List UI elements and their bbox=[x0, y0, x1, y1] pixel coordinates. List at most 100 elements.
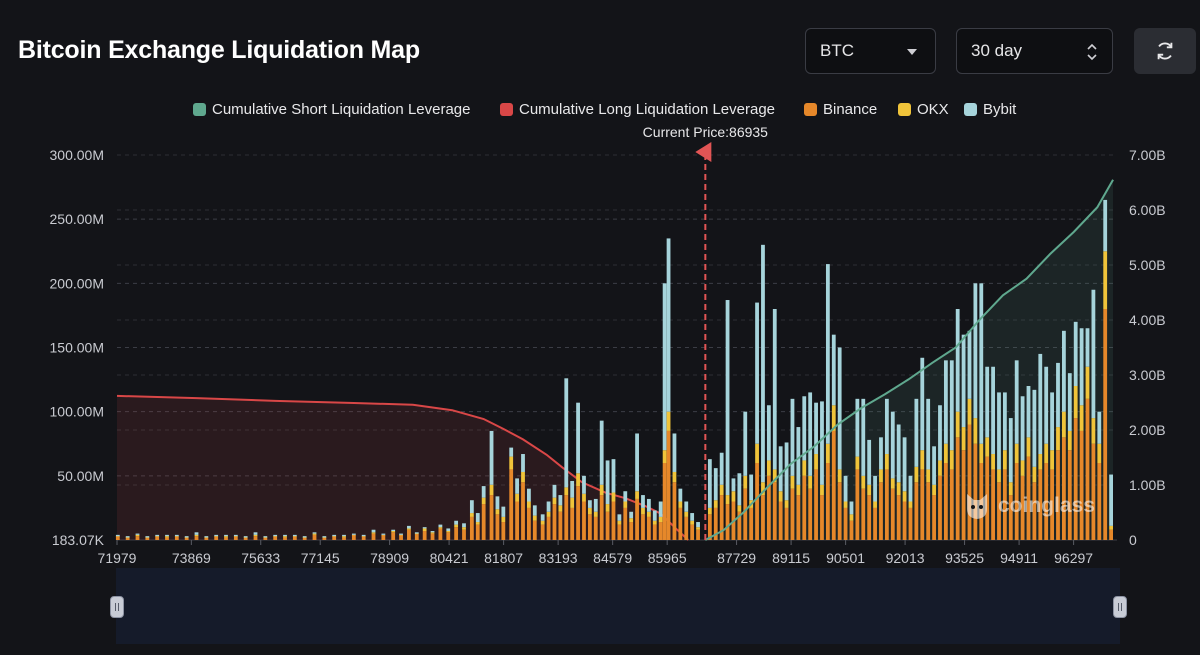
zoom-handle-right[interactable] bbox=[1113, 596, 1127, 618]
bar-okx bbox=[273, 536, 278, 537]
bar-okx bbox=[145, 537, 150, 538]
bar-bybit bbox=[831, 334, 836, 406]
bar-bybit bbox=[532, 505, 537, 516]
bar-okx bbox=[713, 500, 718, 508]
bar-okx bbox=[570, 497, 575, 508]
legend-label: Cumulative Short Liquidation Leverage bbox=[212, 101, 471, 118]
legend-swatch bbox=[804, 103, 817, 116]
bar-binance bbox=[475, 524, 480, 540]
bar-bybit bbox=[641, 495, 645, 508]
bar-okx bbox=[605, 504, 610, 512]
bar-bybit bbox=[371, 529, 376, 533]
bar-okx bbox=[666, 411, 671, 431]
bar-okx bbox=[135, 534, 140, 537]
bar-bybit bbox=[790, 398, 795, 476]
bar-binance bbox=[991, 469, 995, 540]
bar-bybit bbox=[489, 430, 494, 485]
bar-okx bbox=[926, 469, 931, 483]
bar-binance bbox=[1038, 469, 1043, 540]
bar-bybit bbox=[690, 513, 695, 521]
bar-binance bbox=[1091, 443, 1096, 540]
bar-bybit bbox=[873, 475, 877, 502]
y-right-tick-label: 7.00B bbox=[1129, 147, 1166, 163]
bar-bybit bbox=[985, 366, 990, 438]
legend-item-short[interactable]: Cumulative Short Liquidation Leverage bbox=[193, 101, 471, 118]
bar-binance bbox=[867, 495, 872, 540]
bar-binance bbox=[1085, 398, 1090, 540]
bar-binance bbox=[558, 511, 563, 540]
bar-okx bbox=[174, 536, 179, 537]
bar-binance bbox=[725, 504, 730, 540]
x-tick-label: 71979 bbox=[98, 550, 137, 566]
bar-bybit bbox=[351, 533, 356, 535]
bar-binance bbox=[599, 495, 604, 540]
bar-bybit bbox=[949, 360, 954, 451]
zoom-slider[interactable] bbox=[116, 568, 1120, 644]
bar-okx bbox=[662, 450, 667, 463]
legend-item-binance[interactable]: Binance bbox=[804, 101, 877, 118]
bar-okx bbox=[509, 456, 514, 470]
bar-okx bbox=[814, 454, 818, 470]
y-right-tick-label: 4.00B bbox=[1129, 312, 1166, 328]
bar-bybit bbox=[914, 398, 919, 467]
x-tick-label: 73869 bbox=[172, 550, 211, 566]
bar-binance bbox=[652, 524, 657, 540]
bar-okx bbox=[778, 491, 783, 502]
bar-okx bbox=[635, 491, 639, 499]
bar-binance bbox=[391, 532, 396, 540]
bar-binance bbox=[662, 463, 667, 540]
bar-binance bbox=[1032, 482, 1037, 540]
current-price-label: Current Price:86935 bbox=[643, 124, 769, 140]
bar-binance bbox=[1097, 463, 1102, 540]
bar-bybit bbox=[837, 347, 842, 470]
legend-item-okx[interactable]: OKX bbox=[898, 101, 949, 118]
bar-okx bbox=[808, 475, 813, 489]
y-right-tick-label: 5.00B bbox=[1129, 257, 1166, 273]
bar-binance bbox=[422, 531, 427, 540]
bar-bybit bbox=[646, 498, 651, 512]
bar-bybit bbox=[755, 302, 759, 444]
legend-item-bybit[interactable]: Bybit bbox=[964, 101, 1016, 118]
bar-bybit bbox=[194, 532, 199, 535]
bar-okx bbox=[696, 527, 700, 530]
zoom-handle-left[interactable] bbox=[110, 596, 124, 618]
bar-bybit bbox=[879, 437, 883, 470]
bar-okx bbox=[1050, 450, 1054, 470]
bar-binance bbox=[552, 504, 557, 540]
bar-okx bbox=[761, 482, 765, 496]
bar-bybit bbox=[361, 534, 366, 537]
refresh-button[interactable] bbox=[1134, 28, 1196, 74]
coin-select[interactable]: BTC bbox=[805, 28, 936, 74]
bar-bybit bbox=[884, 398, 889, 455]
legend-item-long[interactable]: Cumulative Long Liquidation Leverage bbox=[500, 101, 775, 118]
range-select[interactable]: 30 day bbox=[956, 28, 1113, 74]
bar-binance bbox=[155, 536, 160, 540]
bar-okx bbox=[879, 469, 883, 483]
bar-binance bbox=[914, 482, 919, 540]
bar-okx bbox=[1061, 411, 1066, 438]
bar-binance bbox=[849, 520, 854, 540]
bar-bybit bbox=[623, 491, 628, 502]
bar-okx bbox=[495, 509, 500, 515]
bar-binance bbox=[351, 534, 356, 540]
bar-bybit bbox=[1026, 386, 1031, 438]
bar-bybit bbox=[1079, 328, 1084, 406]
bar-binance bbox=[932, 495, 936, 540]
bar-bybit bbox=[973, 283, 978, 419]
bar-okx bbox=[997, 469, 1001, 483]
bar-binance bbox=[302, 537, 307, 540]
bar-binance bbox=[790, 488, 795, 540]
y-right-tick-label: 1.00B bbox=[1129, 477, 1166, 493]
bar-okx bbox=[684, 511, 689, 517]
bar-bybit bbox=[582, 475, 586, 494]
bar-binance bbox=[481, 504, 486, 540]
bar-bybit bbox=[204, 536, 209, 538]
bar-bybit bbox=[1008, 418, 1013, 483]
bar-okx bbox=[527, 501, 531, 508]
bar-binance bbox=[955, 437, 960, 540]
bar-bybit bbox=[908, 475, 913, 502]
bar-binance bbox=[820, 495, 824, 540]
bar-binance bbox=[938, 475, 942, 540]
bar-bybit bbox=[890, 411, 895, 479]
bar-okx bbox=[407, 528, 411, 530]
